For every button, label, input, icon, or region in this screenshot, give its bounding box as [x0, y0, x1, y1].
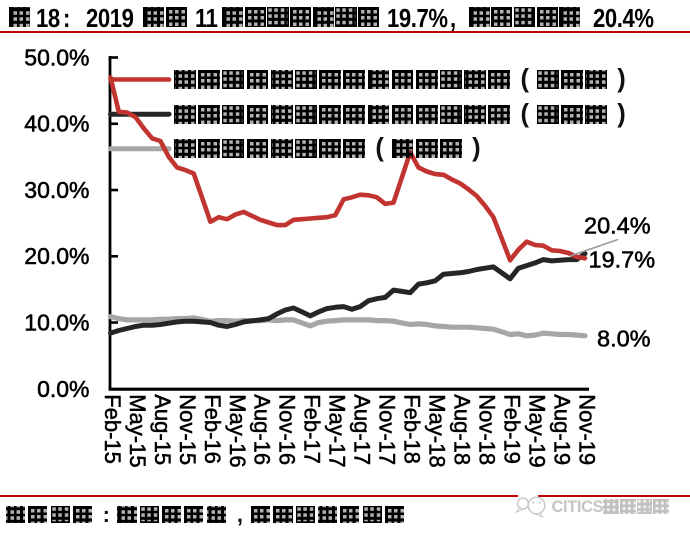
svg-text:40.0%: 40.0%: [24, 111, 89, 137]
svg-text:May-17: May-17: [325, 394, 350, 467]
svg-text:May-18: May-18: [425, 394, 450, 467]
svg-text:0.0%: 0.0%: [37, 376, 89, 402]
svg-text:Nov-16: Nov-16: [275, 394, 300, 465]
svg-text:May-16: May-16: [225, 394, 250, 467]
svg-text:20.0%: 20.0%: [24, 243, 89, 269]
svg-text:Feb-19: Feb-19: [500, 394, 525, 464]
svg-text:Nov-18: Nov-18: [475, 394, 500, 465]
svg-text:Aug-17: Aug-17: [350, 394, 375, 465]
svg-text:Aug-19: Aug-19: [549, 394, 574, 465]
svg-text:8.0%: 8.0%: [597, 326, 651, 352]
svg-text:Nov-15: Nov-15: [175, 394, 200, 465]
svg-text:Feb-15: Feb-15: [100, 394, 125, 464]
svg-text:Nov-19: Nov-19: [574, 394, 599, 465]
svg-text:10.0%: 10.0%: [24, 309, 89, 335]
svg-text:Aug-16: Aug-16: [250, 394, 275, 465]
svg-text:Feb-16: Feb-16: [200, 394, 225, 464]
svg-text:Feb-17: Feb-17: [300, 394, 325, 464]
svg-text:Nov-17: Nov-17: [375, 394, 400, 465]
svg-text:30.0%: 30.0%: [24, 177, 89, 203]
svg-text:May-15: May-15: [125, 394, 150, 467]
svg-text:Feb-18: Feb-18: [400, 394, 425, 464]
svg-text:Aug-18: Aug-18: [450, 394, 475, 465]
svg-text:19.7%: 19.7%: [589, 247, 656, 273]
svg-text:50.0%: 50.0%: [24, 44, 89, 70]
svg-text:May-19: May-19: [525, 394, 550, 467]
svg-text:20.4%: 20.4%: [584, 213, 651, 239]
svg-text:Aug-15: Aug-15: [150, 394, 175, 465]
